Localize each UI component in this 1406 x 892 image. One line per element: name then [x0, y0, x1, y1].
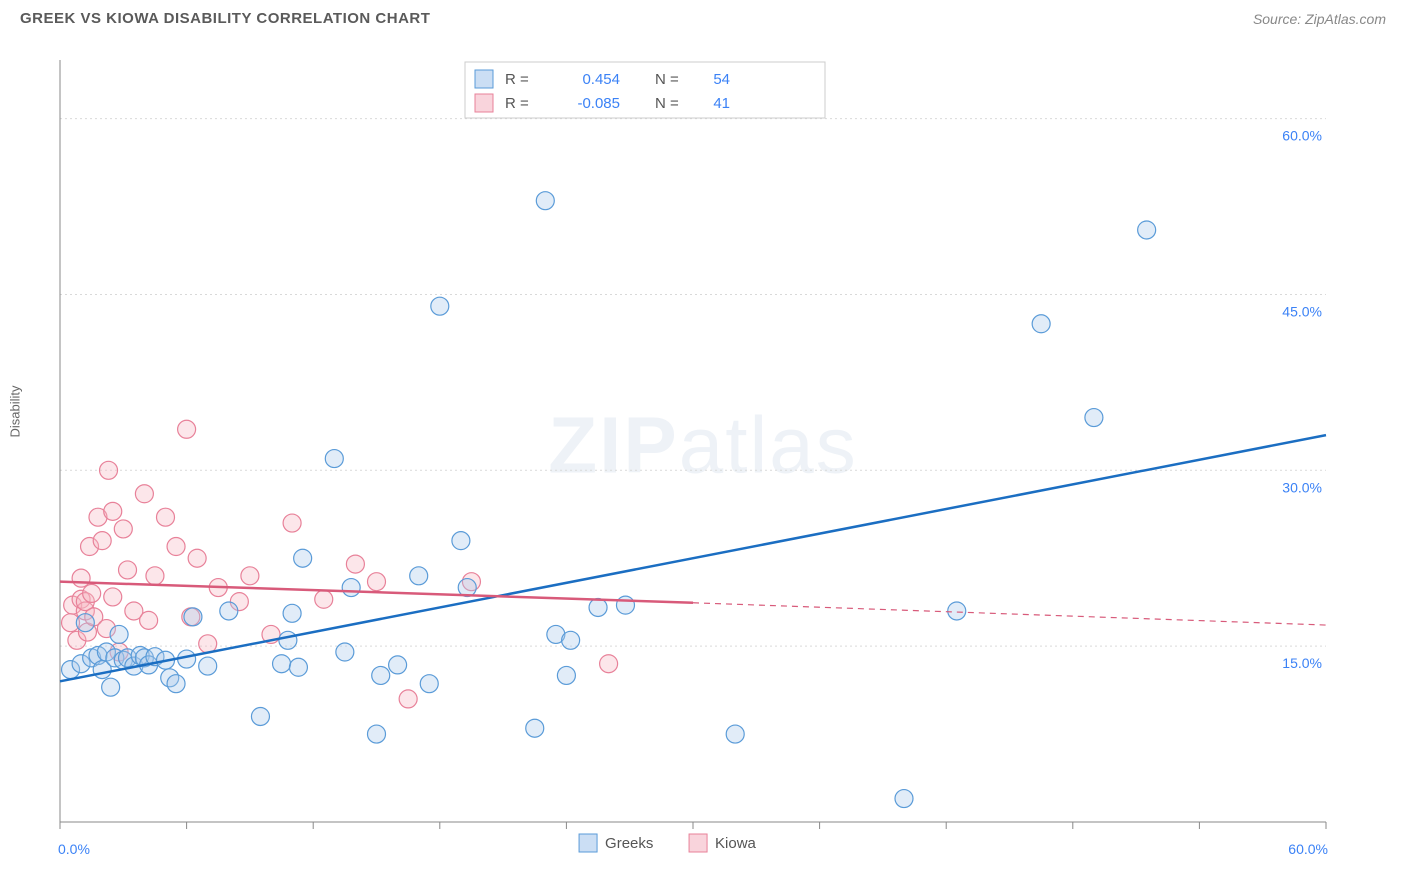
bottom-legend-swatch-kiowa: [689, 834, 707, 852]
kiowa-point: [178, 420, 196, 438]
chart-title: GREEK VS KIOWA DISABILITY CORRELATION CH…: [20, 10, 430, 27]
kiowa-point: [104, 588, 122, 606]
greeks-point: [420, 675, 438, 693]
greeks-point: [452, 532, 470, 550]
greeks-point: [102, 678, 120, 696]
kiowa-point: [368, 573, 386, 591]
y-tick-label: 45.0%: [1282, 303, 1322, 319]
kiowa-point: [283, 514, 301, 532]
greeks-point: [251, 707, 269, 725]
kiowa-point: [399, 690, 417, 708]
legend-n-label: N =: [655, 71, 679, 88]
greeks-point: [336, 643, 354, 661]
kiowa-trend-line-dashed: [693, 603, 1326, 625]
greeks-point: [167, 675, 185, 693]
greeks-point: [273, 655, 291, 673]
legend-n-value: 41: [713, 95, 730, 112]
kiowa-point: [100, 461, 118, 479]
legend-n-value: 54: [713, 71, 730, 88]
greeks-point: [1085, 409, 1103, 427]
greeks-point: [372, 666, 390, 684]
kiowa-point: [72, 569, 90, 587]
bottom-legend-label-greeks: Greeks: [605, 835, 653, 852]
greeks-point: [283, 604, 301, 622]
bottom-legend-swatch-greeks: [579, 834, 597, 852]
greeks-point: [431, 297, 449, 315]
y-tick-label: 60.0%: [1282, 128, 1322, 144]
legend-swatch: [475, 94, 493, 112]
greeks-point: [289, 658, 307, 676]
kiowa-point: [346, 555, 364, 573]
greeks-point: [895, 790, 913, 808]
y-tick-label: 15.0%: [1282, 655, 1322, 671]
x-tick-label: 60.0%: [1288, 841, 1328, 857]
kiowa-point: [83, 584, 101, 602]
greeks-point: [110, 625, 128, 643]
correlation-chart: ZIPatlas 0.0% 60.0% 15.0% 30.0% 45.0% 60.0% R =…: [20, 40, 1386, 872]
greeks-point: [325, 450, 343, 468]
greeks-point: [279, 631, 297, 649]
kiowa-point: [135, 485, 153, 503]
kiowa-point: [104, 502, 122, 520]
legend-r-value: 0.454: [582, 71, 620, 88]
greeks-point: [589, 598, 607, 616]
legend-n-label: N =: [655, 95, 679, 112]
y-tick-label: 30.0%: [1282, 479, 1322, 495]
greeks-point: [184, 608, 202, 626]
greeks-point: [526, 719, 544, 737]
greeks-point: [294, 549, 312, 567]
source-attribution: Source: ZipAtlas.com: [1253, 11, 1386, 27]
kiowa-point: [600, 655, 618, 673]
watermark: ZIPatlas: [548, 401, 857, 490]
greeks-point: [536, 192, 554, 210]
kiowa-point: [188, 549, 206, 567]
greeks-point: [562, 631, 580, 649]
greeks-point: [726, 725, 744, 743]
greeks-point: [220, 602, 238, 620]
kiowa-point: [93, 532, 111, 550]
x-tick-label: 0.0%: [58, 841, 90, 857]
greeks-point: [76, 614, 94, 632]
greeks-point: [199, 657, 217, 675]
kiowa-point: [119, 561, 137, 579]
kiowa-point: [140, 611, 158, 629]
greeks-point: [342, 579, 360, 597]
kiowa-point: [157, 508, 175, 526]
greeks-point: [1032, 315, 1050, 333]
legend-r-label: R =: [505, 71, 529, 88]
kiowa-point: [146, 567, 164, 585]
kiowa-point: [315, 590, 333, 608]
bottom-legend-label-kiowa: Kiowa: [715, 835, 757, 852]
legend-swatch: [475, 70, 493, 88]
greeks-point: [557, 666, 575, 684]
greeks-point: [616, 596, 634, 614]
greeks-point: [410, 567, 428, 585]
greeks-point: [368, 725, 386, 743]
kiowa-point: [241, 567, 259, 585]
legend-r-value: -0.085: [577, 95, 620, 112]
legend-r-label: R =: [505, 95, 529, 112]
greeks-point: [389, 656, 407, 674]
greeks-point: [948, 602, 966, 620]
greeks-point: [1138, 221, 1156, 239]
kiowa-point: [167, 538, 185, 556]
y-axis-label: Disability: [8, 385, 23, 437]
kiowa-point: [114, 520, 132, 538]
